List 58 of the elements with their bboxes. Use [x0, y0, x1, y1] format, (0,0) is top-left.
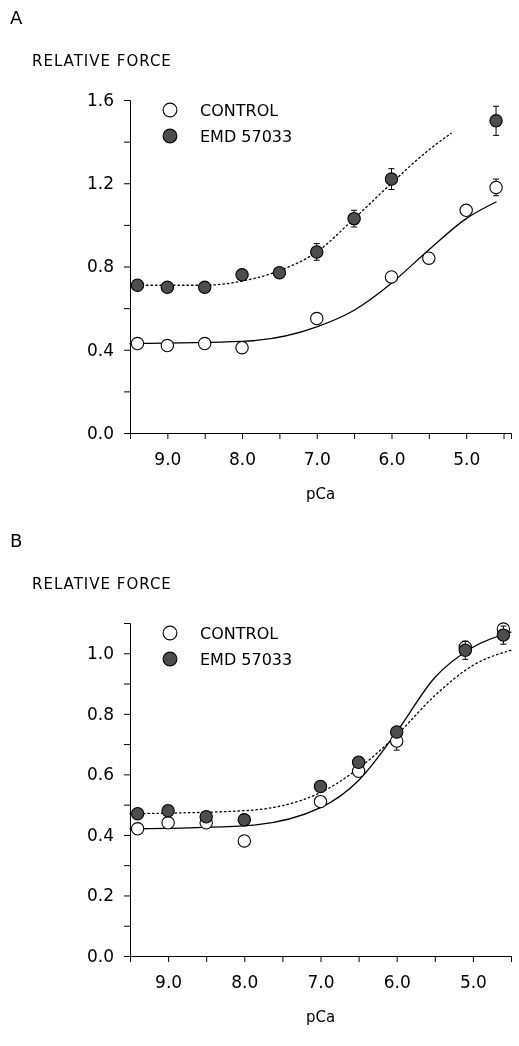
x-tick-label: 7.0	[303, 449, 331, 470]
point	[197, 280, 212, 295]
x-tick-label: 8.0	[231, 972, 259, 993]
point	[489, 114, 503, 128]
y-axis-title: RELATIVE FORCE	[32, 52, 172, 70]
point	[272, 266, 287, 280]
y-tick-label: 0.0	[86, 945, 114, 966]
point	[235, 268, 249, 282]
y-tick-label: 0.4	[86, 824, 114, 845]
y-tick-label: 0.8	[86, 256, 114, 277]
point	[313, 779, 328, 794]
point	[130, 822, 145, 836]
x-axis-title: pCa	[305, 1008, 336, 1026]
point	[160, 338, 175, 353]
point	[384, 172, 399, 186]
x-tick-label: 9.0	[154, 449, 182, 470]
legend-label: EMD 57033	[200, 650, 293, 669]
point	[313, 794, 328, 809]
x-tick-label: 8.0	[229, 449, 257, 470]
point	[161, 803, 175, 818]
y-tick-label: 0.6	[86, 764, 114, 785]
y-tick-label: 0.0	[86, 422, 114, 443]
legend-label: CONTROL	[200, 101, 279, 120]
point	[384, 270, 399, 284]
point	[351, 755, 366, 769]
point	[235, 340, 249, 355]
x-axis-title: pCa	[305, 485, 336, 503]
y-tick-label: 0.4	[86, 339, 114, 360]
point	[389, 725, 404, 739]
point	[459, 203, 473, 218]
point	[310, 311, 324, 326]
y-tick-label: 1.0	[86, 643, 114, 664]
point	[237, 813, 252, 827]
point	[130, 807, 145, 821]
legend-label: EMD 57033	[200, 127, 293, 146]
point	[130, 336, 145, 351]
x-tick-label: 6.0	[383, 972, 411, 993]
point	[199, 810, 213, 824]
legend-label: CONTROL	[200, 624, 279, 643]
point	[422, 251, 436, 265]
chart-title: A	[10, 7, 23, 28]
chart-title: B	[10, 530, 23, 551]
x-tick-label: 9.0	[155, 972, 183, 993]
x-tick-label: 5.0	[453, 449, 481, 470]
point	[160, 280, 175, 295]
point	[237, 834, 252, 848]
y-tick-label: 0.8	[86, 703, 114, 724]
point	[496, 628, 511, 642]
point	[130, 278, 145, 292]
x-tick-label: 6.0	[378, 449, 406, 470]
x-tick-label: 5.0	[459, 972, 487, 993]
y-tick-label: 1.6	[86, 89, 114, 110]
point	[197, 336, 212, 351]
x-tick-label: 7.0	[307, 972, 335, 993]
point	[161, 816, 175, 830]
y-axis-title: RELATIVE FORCE	[32, 575, 172, 593]
y-tick-label: 0.2	[86, 885, 114, 906]
y-tick-label: 1.2	[86, 173, 114, 194]
